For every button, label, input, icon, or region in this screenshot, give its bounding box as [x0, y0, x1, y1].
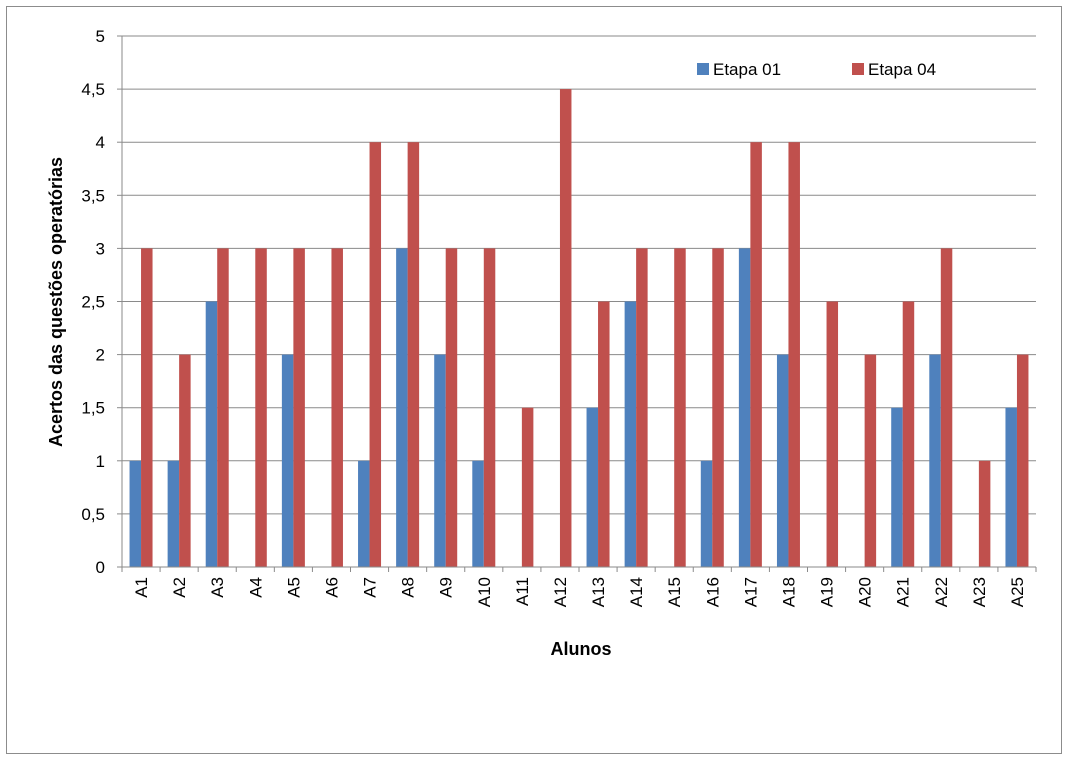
bar-etapa-04: [217, 248, 229, 567]
bar-etapa-01: [472, 460, 484, 567]
bar-etapa-04: [255, 248, 267, 567]
y-axis-title: Acertos das questões operatórias: [46, 157, 66, 447]
bar-etapa-01: [396, 248, 408, 567]
x-tick-label: A7: [361, 577, 380, 598]
x-tick-labels: A1 A2 A3 A4 A5 A6 A7 A8 A9 A10 A11 A12 A13 A14 A15 A16 A…: [132, 577, 1027, 607]
bar-etapa-01: [776, 354, 789, 567]
bar-etapa-04: [407, 142, 420, 567]
y-tick-label: 0,5: [81, 505, 105, 524]
y-tick-label: 2,5: [81, 293, 105, 312]
y-tick-label: 4: [96, 133, 105, 152]
x-tick-label: A10: [475, 577, 494, 607]
x-tick-label: A1: [132, 577, 151, 598]
x-tick-label: A17: [741, 577, 760, 607]
bar-etapa-04: [445, 248, 458, 567]
y-tick-label: 3,5: [81, 186, 105, 205]
bar-etapa-04: [369, 142, 382, 567]
bar-etapa-04: [483, 248, 496, 567]
bar-etapa-04: [902, 301, 915, 567]
bar-etapa-01: [586, 407, 599, 567]
bar-etapa-04: [864, 354, 877, 567]
bar-etapa-04: [826, 301, 839, 567]
x-tick-label: A15: [665, 577, 684, 607]
y-tick-label: 4,5: [81, 80, 105, 99]
bar-etapa-01: [891, 407, 903, 567]
y-tick-label: 1: [96, 452, 105, 471]
y-tick-labels: 0 0,5 1 1,5 2 2,5 3 3,5 4 4,5 5: [81, 27, 105, 577]
x-tick-label: A11: [513, 577, 532, 606]
y-tick-label: 3: [96, 239, 105, 258]
bars: [129, 89, 1029, 567]
bar-etapa-04: [1016, 354, 1029, 567]
bar-etapa-01: [129, 460, 142, 567]
x-tick-label: A23: [970, 577, 989, 607]
bar-etapa-04: [636, 248, 648, 567]
bar-etapa-04: [674, 248, 686, 567]
legend-swatch-etapa-04: [852, 63, 864, 75]
y-tick-label: 1,5: [81, 399, 105, 418]
bar-etapa-01: [205, 301, 218, 567]
bar-etapa-04: [940, 248, 953, 567]
legend-swatch-etapa-01: [697, 63, 709, 75]
x-tick-label: A22: [932, 577, 951, 607]
x-tick-label: A5: [284, 577, 303, 598]
bar-etapa-01: [167, 460, 180, 567]
bar-etapa-04: [598, 301, 610, 567]
bar-etapa-04: [712, 248, 724, 567]
x-tick-label: A18: [779, 577, 798, 607]
x-tick-label: A19: [818, 577, 837, 607]
grid-lines: [117, 35, 1036, 568]
axes: [121, 36, 1037, 572]
y-tick-label: 5: [96, 27, 105, 46]
x-tick-label: A21: [894, 577, 913, 607]
bar-etapa-04: [750, 142, 762, 567]
bar-etapa-04: [331, 248, 343, 567]
bar-etapa-01: [358, 460, 370, 567]
bar-etapa-04: [521, 407, 534, 567]
legend-label-etapa-04: Etapa 04: [868, 60, 936, 79]
x-tick-label: A9: [437, 577, 456, 598]
x-tick-label: A2: [170, 577, 189, 598]
x-tick-label: A6: [322, 577, 341, 598]
x-tick-label: A25: [1008, 577, 1027, 607]
bar-etapa-04: [559, 89, 572, 567]
bar-etapa-04: [788, 142, 800, 567]
x-tick-label: A16: [703, 577, 722, 607]
bar-etapa-01: [624, 301, 637, 567]
x-tick-label: A3: [208, 577, 227, 598]
x-axis-title: Alunos: [551, 639, 612, 659]
legend-label-etapa-01: Etapa 01: [713, 60, 781, 79]
bar-etapa-04: [179, 354, 191, 567]
bar-etapa-01: [1005, 407, 1017, 567]
y-tick-label: 0: [96, 558, 105, 577]
legend: Etapa 01 Etapa 04: [697, 60, 936, 79]
x-tick-label: A13: [589, 577, 608, 607]
x-tick-label: A20: [856, 577, 875, 607]
y-tick-label: 2: [96, 346, 105, 365]
bar-etapa-01: [700, 460, 713, 567]
bar-etapa-01: [434, 354, 446, 567]
bar-etapa-01: [738, 248, 751, 567]
x-tick-label: A12: [551, 577, 570, 607]
bar-etapa-04: [978, 460, 991, 567]
x-tick-label: A8: [399, 577, 418, 598]
x-tick-label: A14: [627, 577, 646, 607]
bar-etapa-01: [929, 354, 941, 567]
x-tick-label: A4: [246, 577, 265, 598]
bar-etapa-04: [293, 248, 305, 567]
bar-etapa-01: [281, 354, 294, 567]
bar-etapa-04: [141, 248, 153, 567]
